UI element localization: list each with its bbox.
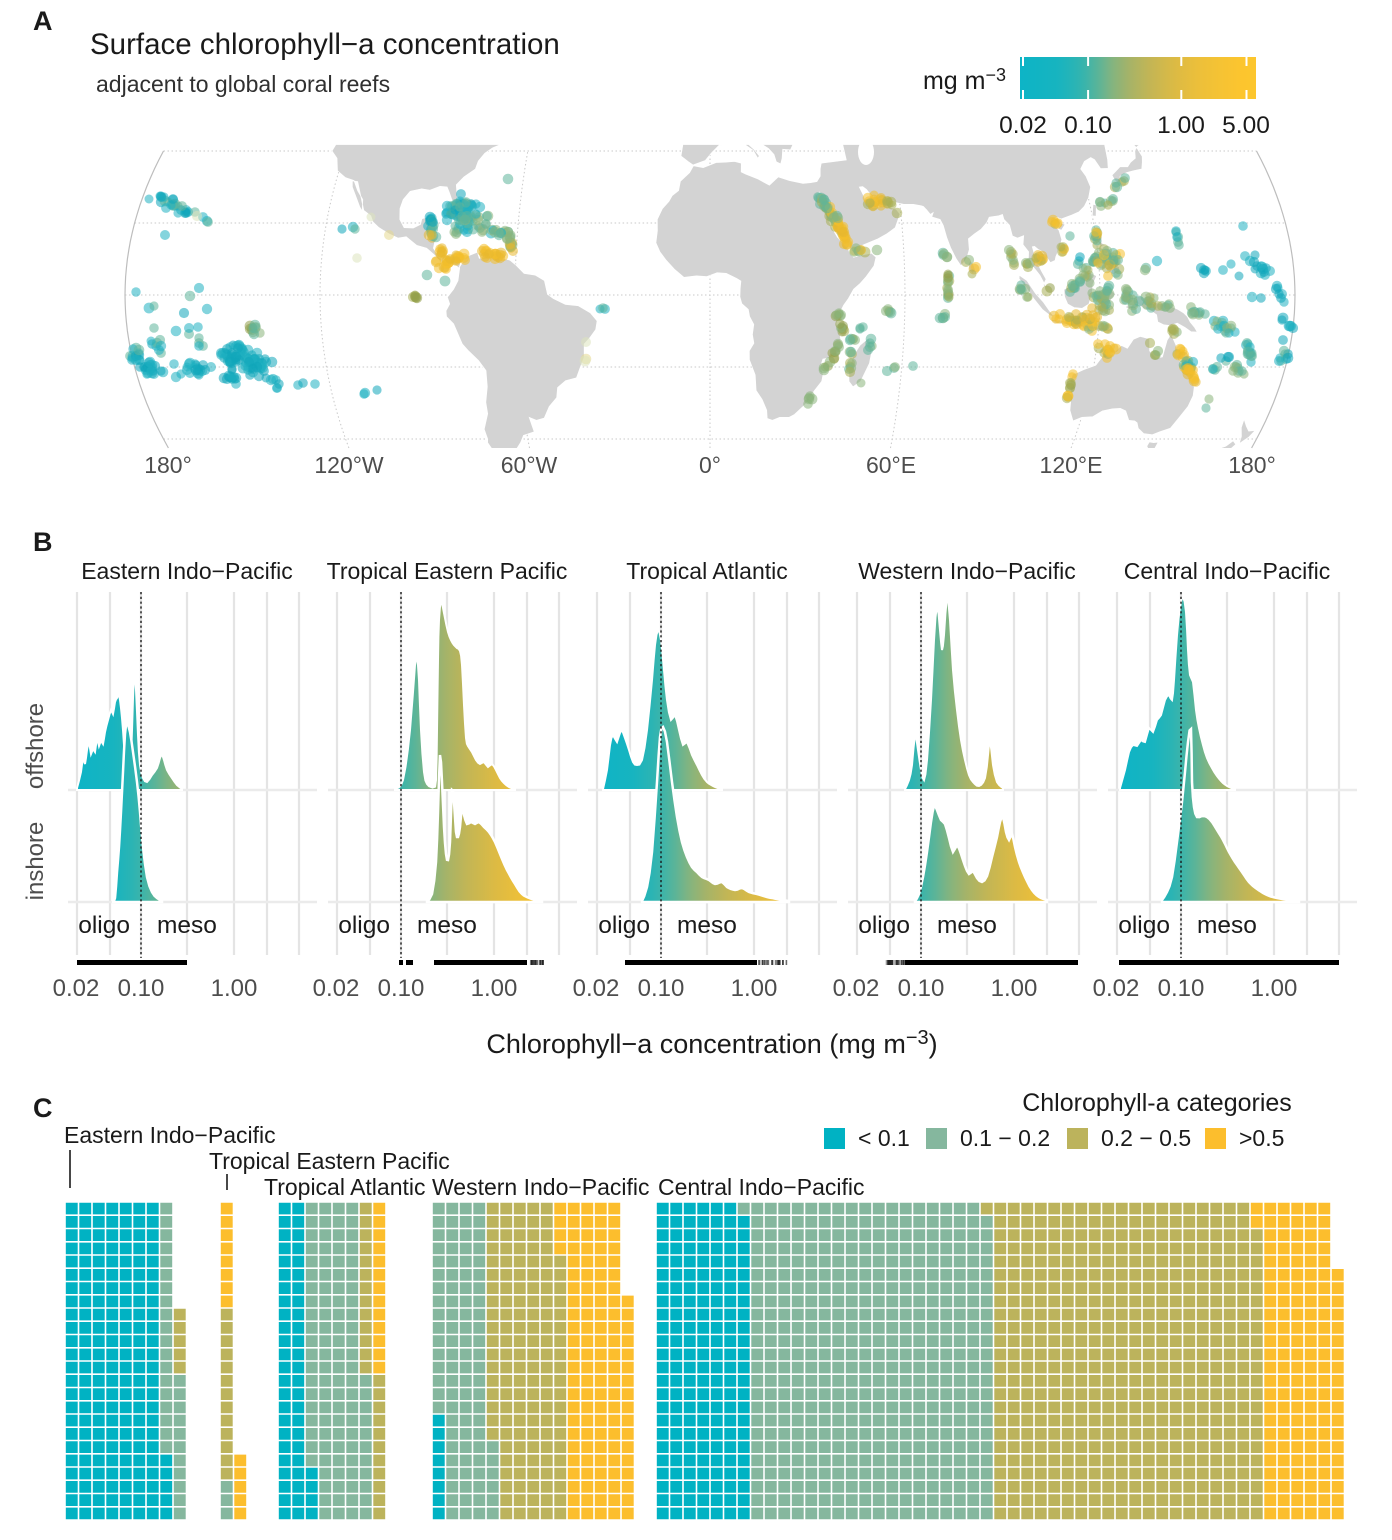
svg-text:Tropical Eastern Pacific: Tropical Eastern Pacific [209,1148,450,1174]
svg-text:0.10: 0.10 [1064,112,1112,139]
svg-text:0.02: 0.02 [573,975,620,1002]
svg-text:Surface chlorophyll−a concentr: Surface chlorophyll−a concentration [90,28,560,61]
svg-text:oligo: oligo [338,912,390,939]
svg-text:B: B [33,527,53,557]
svg-text:1.00: 1.00 [211,975,258,1002]
svg-text:180°: 180° [1228,452,1276,478]
svg-text:120°W: 120°W [314,452,384,478]
svg-text:1.00: 1.00 [1251,975,1298,1002]
svg-text:adjacent to global coral reefs: adjacent to global coral reefs [96,71,390,97]
svg-text:1.00: 1.00 [1157,112,1205,139]
svg-text:Western Indo−Pacific: Western Indo−Pacific [432,1174,650,1200]
svg-text:0.2 − 0.5: 0.2 − 0.5 [1101,1125,1191,1151]
svg-text:0.10: 0.10 [898,975,945,1002]
svg-text:0.02: 0.02 [53,975,100,1002]
svg-text:0°: 0° [699,452,721,478]
svg-text:oligo: oligo [598,912,650,939]
svg-text:Central Indo−Pacific: Central Indo−Pacific [1124,558,1330,584]
svg-text:0.02: 0.02 [1093,975,1140,1002]
svg-text:meso: meso [677,912,737,939]
svg-text:Chlorophyll-a categories: Chlorophyll-a categories [1022,1089,1292,1117]
svg-text:0.1 − 0.2: 0.1 − 0.2 [960,1125,1050,1151]
svg-text:120°E: 120°E [1040,452,1103,478]
svg-text:5.00: 5.00 [1222,112,1270,139]
svg-text:0.10: 0.10 [118,975,165,1002]
svg-text:Tropical Eastern Pacific: Tropical Eastern Pacific [327,558,568,584]
svg-text:0.02: 0.02 [833,975,880,1002]
svg-text:oligo: oligo [78,912,130,939]
svg-text:Central Indo−Pacific: Central Indo−Pacific [658,1174,864,1200]
svg-text:60°W: 60°W [501,452,558,478]
svg-text:Tropical Atlantic: Tropical Atlantic [626,558,788,584]
svg-text:0.10: 0.10 [638,975,685,1002]
svg-text:0.10: 0.10 [378,975,425,1002]
svg-text:C: C [33,1093,53,1123]
svg-text:1.00: 1.00 [991,975,1038,1002]
svg-text:1.00: 1.00 [731,975,778,1002]
svg-text:A: A [33,6,53,36]
svg-text:0.10: 0.10 [1158,975,1205,1002]
svg-text:< 0.1: < 0.1 [858,1125,910,1151]
svg-text:oligo: oligo [858,912,910,939]
svg-text:meso: meso [1197,912,1257,939]
svg-text:0.02: 0.02 [999,112,1047,139]
svg-text:60°E: 60°E [866,452,916,478]
svg-text:offshore: offshore [22,703,49,789]
svg-text:meso: meso [157,912,217,939]
svg-text:180°: 180° [144,452,192,478]
svg-text:1.00: 1.00 [471,975,518,1002]
svg-text:>0.5: >0.5 [1239,1125,1284,1151]
svg-text:Chlorophyll−a concentration (m: Chlorophyll−a concentration (mg m−3) [486,1027,937,1059]
svg-text:meso: meso [417,912,477,939]
svg-text:Tropical Atlantic: Tropical Atlantic [264,1174,426,1200]
svg-text:inshore: inshore [22,822,49,901]
svg-text:0.02: 0.02 [313,975,360,1002]
svg-text:meso: meso [937,912,997,939]
svg-text:oligo: oligo [1118,912,1170,939]
svg-text:Western Indo−Pacific: Western Indo−Pacific [858,558,1076,584]
svg-text:Eastern Indo−Pacific: Eastern Indo−Pacific [81,558,293,584]
svg-text:Eastern Indo−Pacific: Eastern Indo−Pacific [64,1122,276,1148]
